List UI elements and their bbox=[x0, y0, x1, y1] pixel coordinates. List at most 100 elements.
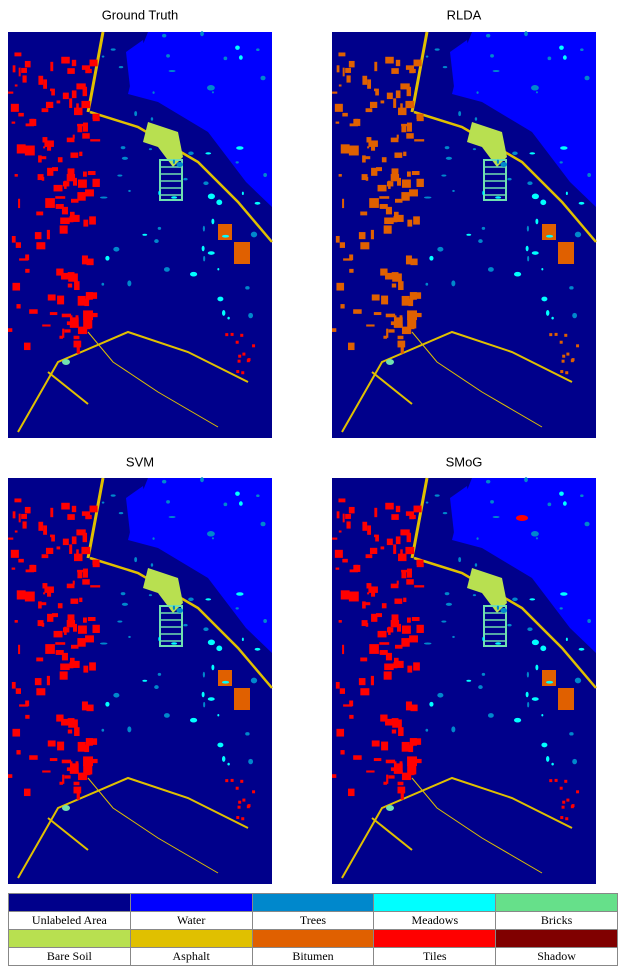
trees bbox=[584, 522, 589, 527]
building bbox=[81, 101, 90, 108]
building bbox=[14, 52, 21, 56]
trees bbox=[173, 606, 175, 610]
trees bbox=[535, 665, 538, 671]
panel-title: SVM bbox=[126, 454, 154, 469]
trees bbox=[458, 111, 461, 116]
building bbox=[11, 104, 19, 112]
trees bbox=[183, 624, 187, 627]
building bbox=[22, 75, 26, 82]
trees bbox=[242, 638, 244, 641]
building bbox=[50, 62, 53, 71]
building bbox=[69, 662, 73, 668]
trees bbox=[541, 714, 543, 716]
legend-swatch bbox=[9, 894, 131, 912]
building bbox=[25, 700, 29, 706]
building bbox=[225, 333, 228, 336]
trees bbox=[458, 557, 461, 562]
trees bbox=[535, 219, 538, 225]
building bbox=[359, 232, 366, 239]
building bbox=[366, 324, 374, 326]
building bbox=[67, 138, 75, 143]
trees bbox=[162, 480, 166, 484]
trees bbox=[190, 718, 197, 723]
building bbox=[236, 370, 239, 373]
building bbox=[336, 729, 344, 737]
trees bbox=[256, 48, 259, 51]
legend-swatch bbox=[9, 930, 131, 948]
trees bbox=[514, 718, 521, 723]
trees bbox=[111, 494, 116, 496]
building bbox=[416, 114, 423, 119]
building bbox=[560, 370, 563, 373]
legend-swatch bbox=[496, 894, 618, 912]
trees bbox=[227, 763, 229, 766]
building bbox=[252, 790, 255, 793]
trees bbox=[425, 283, 428, 286]
building bbox=[401, 192, 409, 201]
building bbox=[564, 780, 567, 783]
building bbox=[360, 242, 369, 249]
trees bbox=[255, 202, 261, 205]
trees bbox=[575, 678, 581, 684]
building bbox=[74, 727, 79, 736]
trees bbox=[200, 477, 204, 482]
building bbox=[385, 503, 393, 510]
building bbox=[394, 770, 403, 774]
trees bbox=[424, 196, 432, 198]
legend-swatch-row bbox=[9, 930, 618, 948]
building bbox=[61, 57, 69, 64]
building bbox=[54, 185, 63, 192]
building bbox=[57, 546, 61, 549]
building bbox=[47, 142, 51, 151]
building bbox=[348, 789, 355, 796]
building bbox=[67, 321, 70, 325]
building bbox=[340, 242, 345, 248]
trees bbox=[202, 692, 205, 698]
panel-title: SMoG bbox=[446, 454, 483, 469]
building bbox=[64, 775, 70, 778]
building bbox=[378, 631, 387, 638]
building bbox=[362, 76, 367, 85]
trees bbox=[248, 313, 253, 318]
building bbox=[341, 144, 350, 153]
building bbox=[376, 613, 382, 617]
building bbox=[406, 133, 413, 138]
building bbox=[383, 336, 387, 339]
building bbox=[381, 296, 388, 305]
building bbox=[338, 498, 345, 502]
building bbox=[332, 328, 336, 332]
trees bbox=[575, 232, 581, 238]
building bbox=[90, 60, 98, 67]
building bbox=[78, 179, 87, 187]
building bbox=[62, 314, 71, 318]
legend-label: Shadow bbox=[496, 948, 618, 966]
building bbox=[60, 225, 68, 233]
building bbox=[407, 617, 411, 622]
bitumen bbox=[234, 242, 250, 264]
building bbox=[62, 760, 71, 764]
trees bbox=[235, 492, 240, 496]
building bbox=[42, 554, 49, 558]
building bbox=[48, 740, 56, 746]
building bbox=[12, 122, 16, 124]
building bbox=[337, 65, 340, 72]
trees bbox=[142, 680, 147, 682]
building bbox=[57, 742, 64, 751]
building bbox=[565, 371, 568, 374]
trees bbox=[531, 85, 539, 91]
building bbox=[402, 773, 411, 780]
building bbox=[76, 529, 85, 535]
trees bbox=[569, 732, 573, 735]
trees bbox=[451, 280, 455, 286]
building bbox=[388, 329, 394, 332]
building bbox=[374, 535, 377, 538]
trees bbox=[560, 607, 563, 609]
building bbox=[367, 592, 369, 594]
building bbox=[55, 642, 65, 645]
building bbox=[21, 68, 27, 73]
building bbox=[36, 242, 45, 249]
building bbox=[69, 98, 72, 108]
trees bbox=[176, 608, 183, 613]
trees bbox=[435, 494, 440, 496]
trees bbox=[119, 512, 123, 514]
